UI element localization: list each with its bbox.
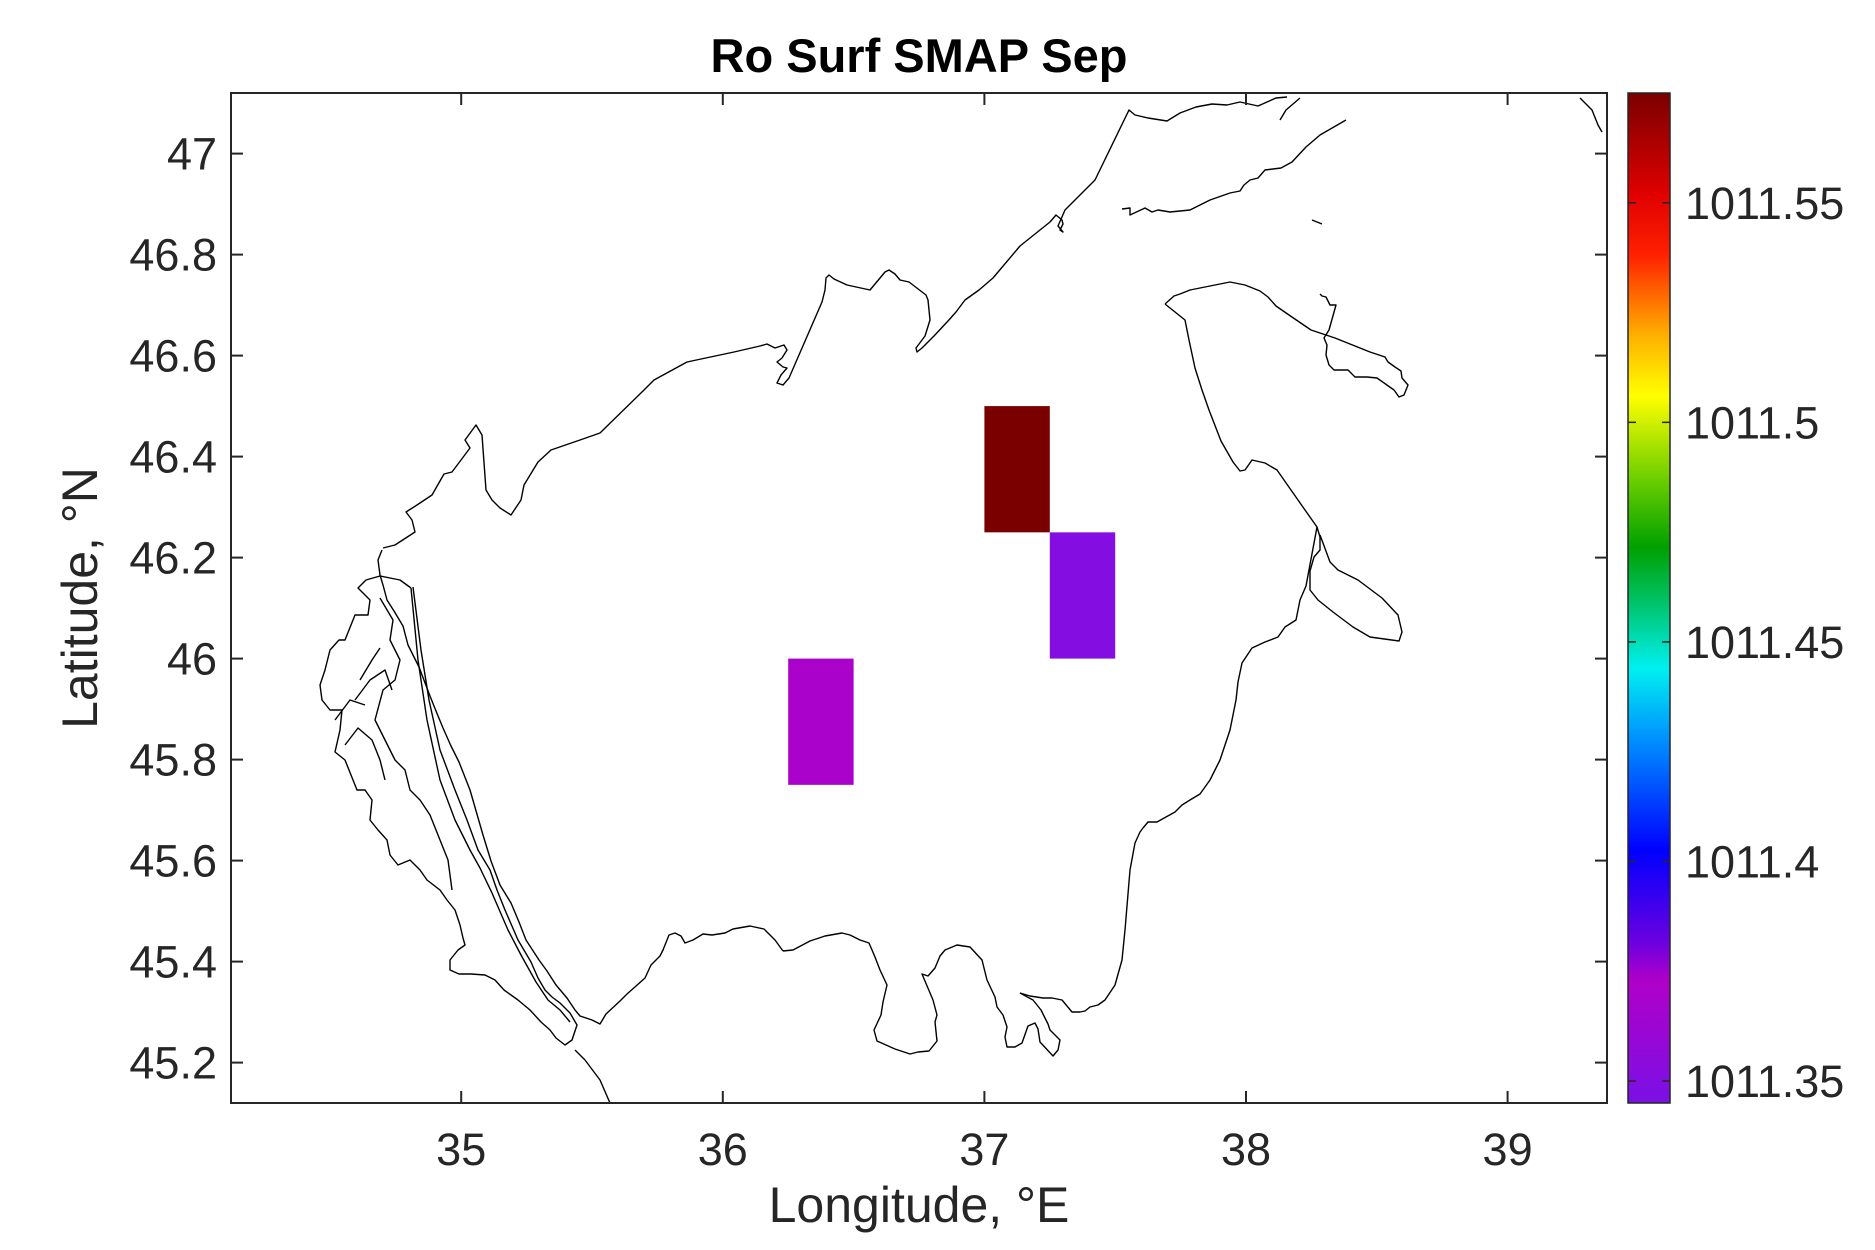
y-tick-label: 46.6 <box>129 331 217 382</box>
coastline-east <box>1121 119 1347 216</box>
x-axis-title: Longitude, °E <box>769 1177 1070 1233</box>
plot-area <box>319 96 1603 1103</box>
colorbar-tick-label: 1011.5 <box>1685 397 1819 448</box>
x-tick-label: 36 <box>698 1124 748 1175</box>
x-tick-label: 39 <box>1483 1124 1533 1175</box>
colorbar-tick-label: 1011.45 <box>1685 617 1844 668</box>
y-tick-label: 45.6 <box>129 836 217 887</box>
colorbar: 1011.35 1011.4 1011.45 1011.5 1011.55 <box>1627 92 1844 1107</box>
heatmap-cell-2 <box>1049 532 1116 659</box>
coastline-southeast <box>1019 526 1318 1013</box>
y-tick-label: 46.4 <box>129 432 217 483</box>
coastline-sivash <box>319 575 461 926</box>
y-tick-label: 45.2 <box>129 1038 217 1089</box>
y-tick-label: 46.2 <box>129 533 217 584</box>
coastline-west-spit <box>382 96 1288 549</box>
x-tick-label: 38 <box>1221 1124 1271 1175</box>
coastline-south <box>377 549 784 1025</box>
coastline-spit-strip <box>412 586 578 1046</box>
colorbar-ticks: 1011.35 1011.4 1011.45 1011.5 1011.55 <box>1628 178 1844 1107</box>
coastline-sivash-inlets <box>334 597 453 891</box>
heatmap-cells <box>788 406 1116 785</box>
coastline-spit-inner <box>410 587 571 1023</box>
coastline-east-shore <box>1164 303 1403 642</box>
colorbar-tick-label: 1011.55 <box>1685 178 1844 229</box>
y-tick-label: 45.4 <box>129 937 217 988</box>
x-tick-label: 35 <box>436 1124 486 1175</box>
y-tick-label: 47 <box>167 129 217 180</box>
x-axis: 35 36 37 38 39 <box>436 93 1533 1175</box>
plot-frame <box>230 92 1608 1104</box>
coastline-northeast-bay <box>1164 281 1409 398</box>
coastline-crimea-south <box>574 1049 611 1103</box>
x-tick-label: 37 <box>959 1124 1009 1175</box>
colorbar-tick-label: 1011.4 <box>1685 836 1819 887</box>
coastline-south-peninsula <box>782 932 1061 1057</box>
y-axis-title: Latitude, °N <box>52 467 108 729</box>
y-tick-label: 46.8 <box>129 230 217 281</box>
chart-title: Ro Surf SMAP Sep <box>711 29 1128 82</box>
coastline <box>319 96 1603 1103</box>
y-tick-label: 46 <box>167 634 217 685</box>
y-tick-label: 45.8 <box>129 735 217 786</box>
heatmap-cell-1 <box>984 406 1050 533</box>
colorbar-scale <box>1627 92 1671 1104</box>
heatmap-cell-3 <box>788 658 854 785</box>
colorbar-tick-label: 1011.35 <box>1685 1056 1844 1107</box>
y-axis: 45.2 45.4 45.6 45.8 46 46.2 46.4 46.6 46.8 47 <box>129 129 1607 1089</box>
coastline-misc-1 <box>1279 97 1603 225</box>
